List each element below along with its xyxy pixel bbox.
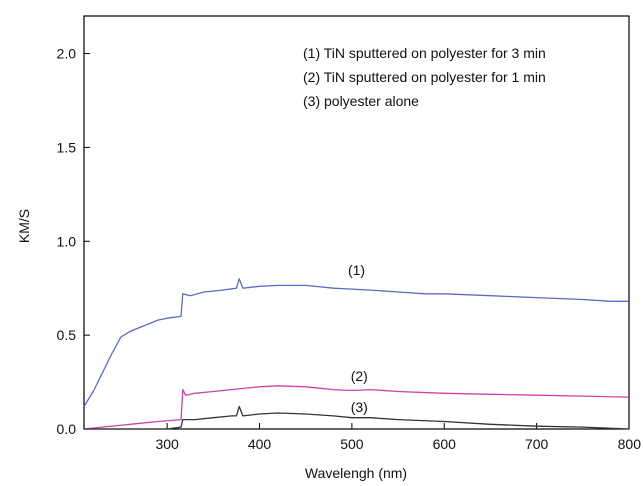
y-tick-label: 0.0 bbox=[57, 421, 77, 437]
curve-labels: (1) (2) (3) bbox=[348, 262, 368, 415]
y-axis-ticks: 0.0 0.5 1.0 1.5 2.0 bbox=[57, 46, 90, 437]
y-tick-label: 1.5 bbox=[57, 139, 77, 155]
y-axis-title: KM/S bbox=[16, 209, 32, 243]
y-tick-label: 1.0 bbox=[57, 233, 77, 249]
series-line-1 bbox=[83, 278, 629, 407]
y-tick-label: 2.0 bbox=[57, 46, 77, 62]
x-axis-title: Wavelengh (nm) bbox=[305, 465, 407, 481]
y-tick-label: 0.5 bbox=[57, 327, 77, 343]
x-tick-label: 500 bbox=[340, 436, 364, 452]
x-tick-label: 400 bbox=[248, 436, 272, 452]
series-layer bbox=[83, 278, 630, 430]
series-line-2 bbox=[83, 385, 630, 430]
legend-entry-1: (1) TiN sputtered on polyester for 3 min bbox=[303, 45, 546, 61]
series-line-3 bbox=[84, 405, 630, 430]
x-tick-label: 700 bbox=[525, 436, 549, 452]
x-tick-label: 300 bbox=[155, 436, 179, 452]
x-tick-label: 800 bbox=[618, 436, 642, 452]
series-label-1: (1) bbox=[348, 262, 365, 278]
legend-entry-3: (3) polyester alone bbox=[303, 93, 419, 109]
x-tick-label: 600 bbox=[433, 436, 457, 452]
legend: (1) TiN sputtered on polyester for 3 min… bbox=[303, 45, 546, 109]
series-label-2: (2) bbox=[351, 368, 368, 384]
plot-frame bbox=[83, 15, 630, 430]
series-label-3: (3) bbox=[351, 399, 368, 415]
legend-entry-2: (2) TiN sputtered on polyester for 1 min bbox=[303, 69, 546, 85]
